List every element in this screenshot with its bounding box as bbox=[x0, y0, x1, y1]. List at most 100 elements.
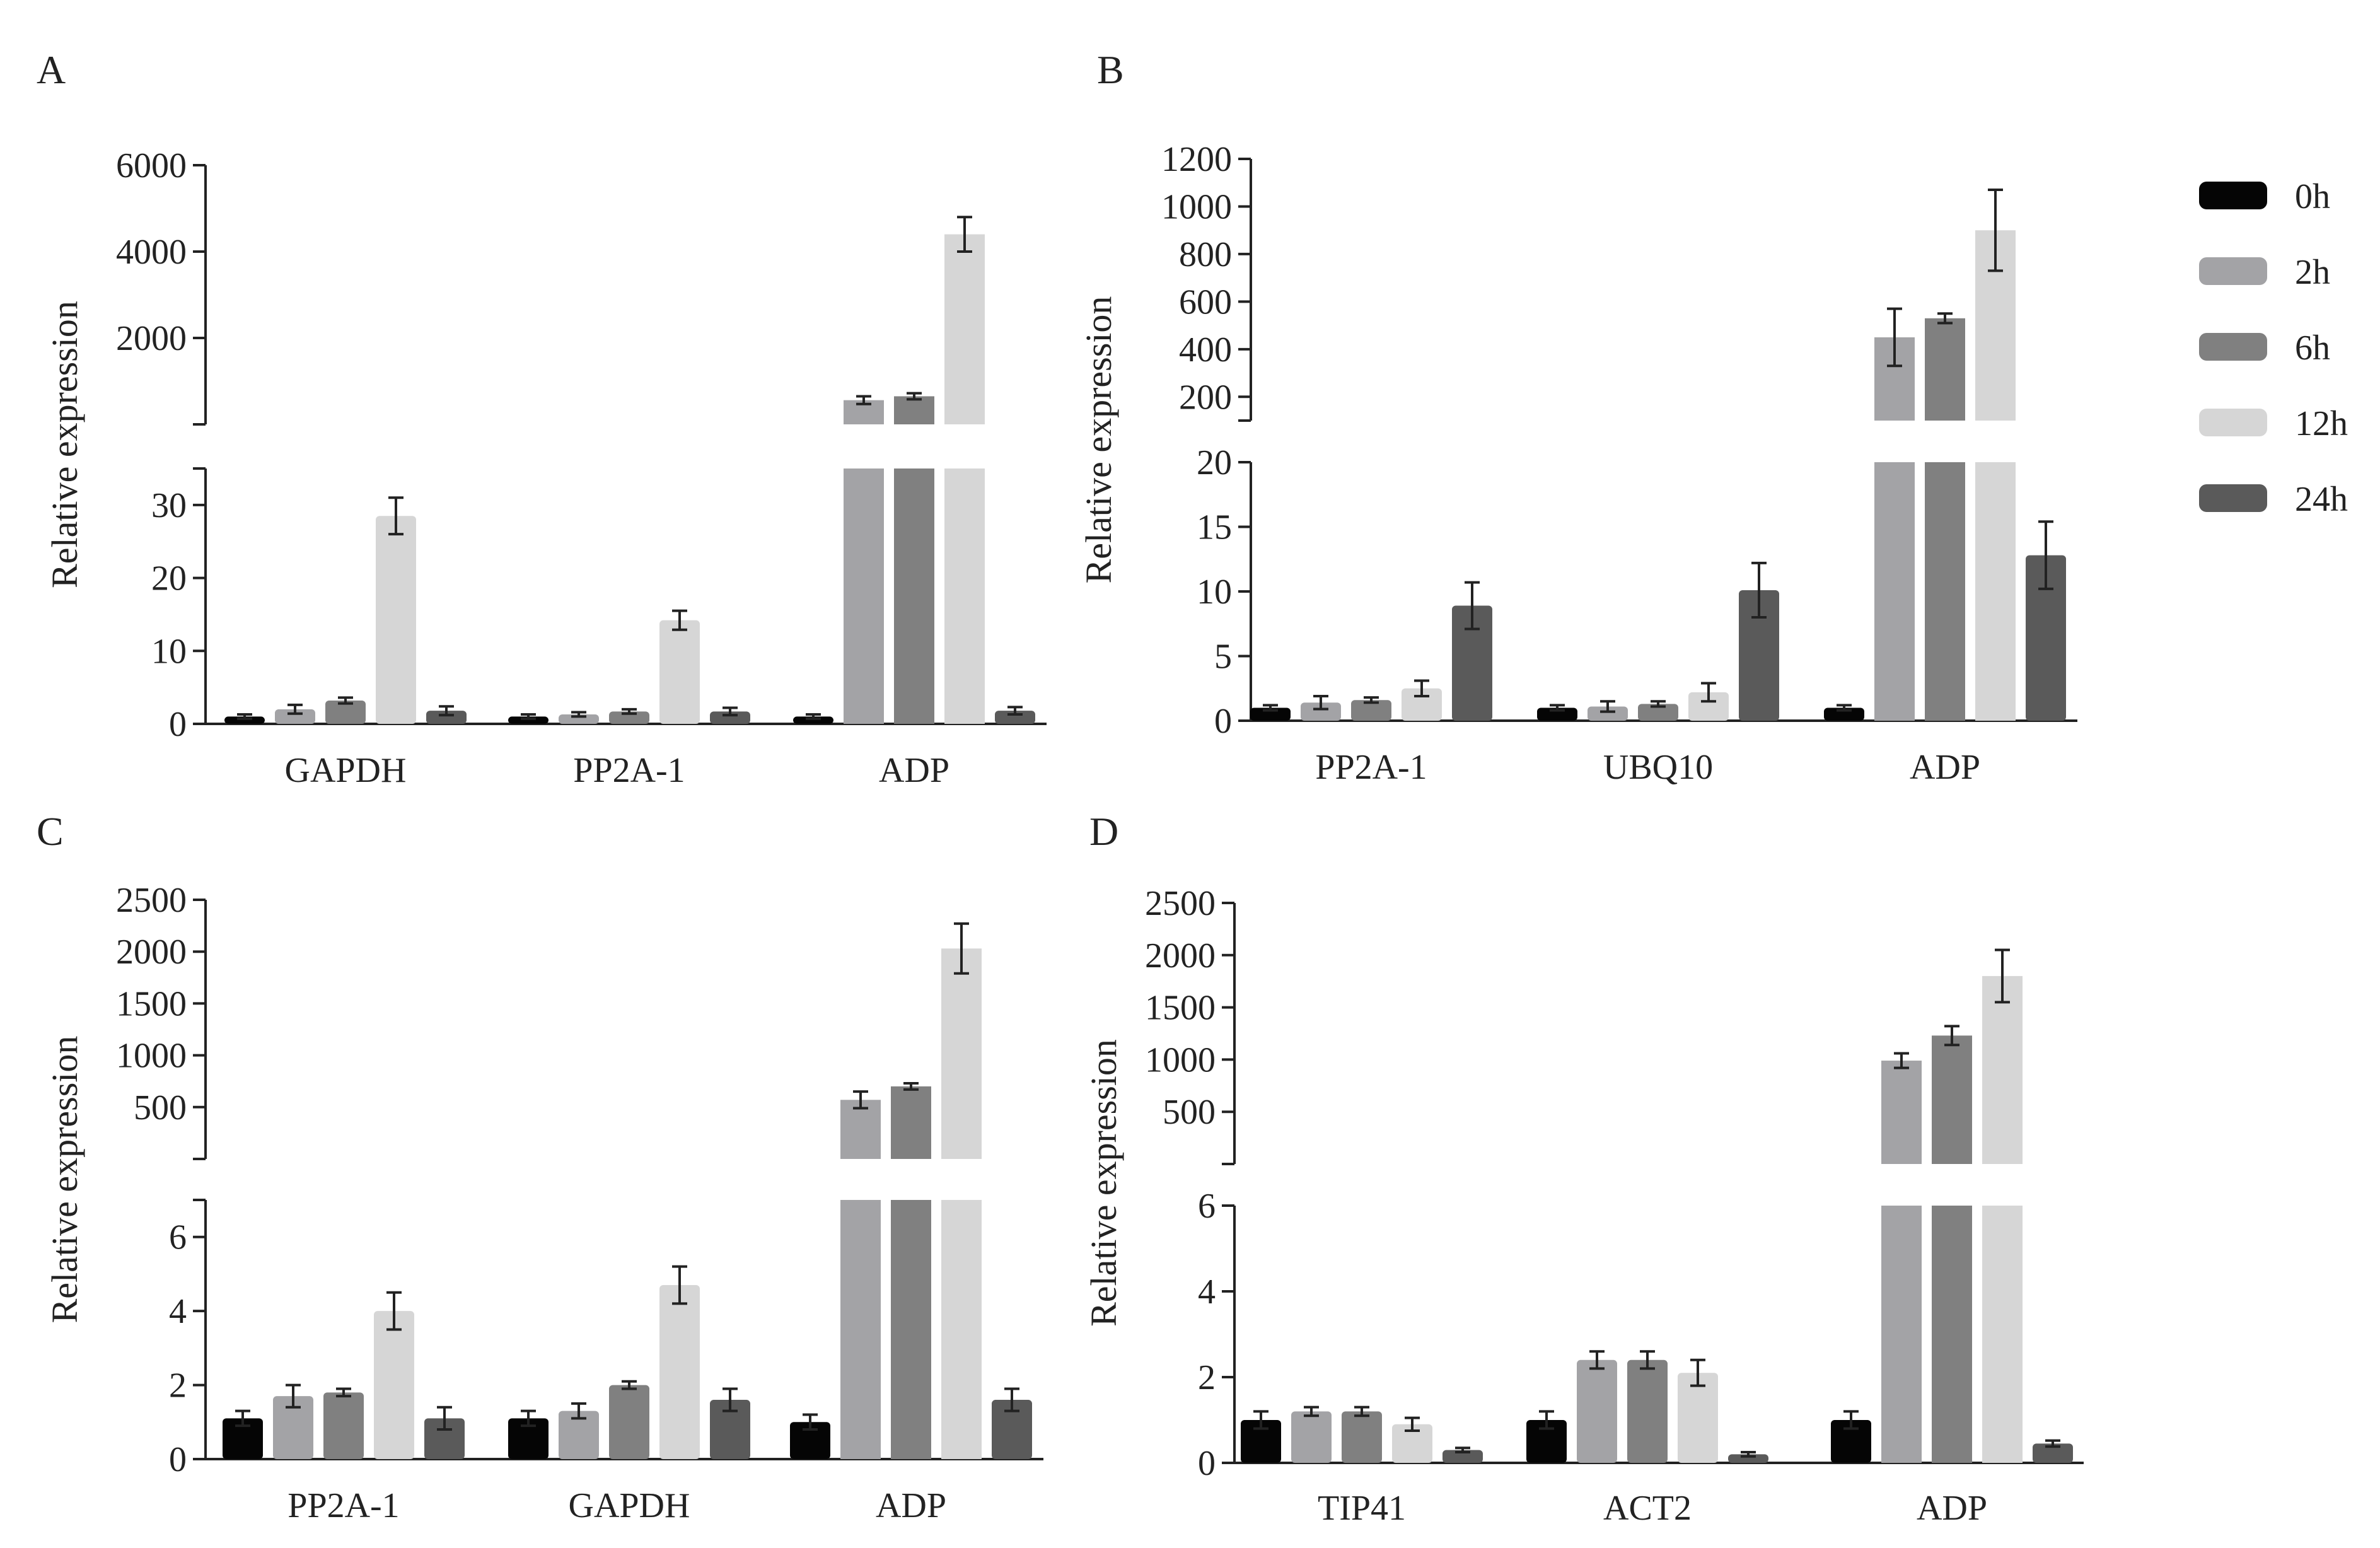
legend: 0h 2h 6h 12h 24h bbox=[2199, 177, 2348, 519]
bar-upper-segment bbox=[1925, 318, 1965, 421]
bar bbox=[559, 1411, 599, 1459]
bar bbox=[1688, 692, 1729, 721]
x-category-label: PP2A-1 bbox=[287, 1486, 399, 1525]
y-tick-label: 2500 bbox=[1145, 884, 1216, 923]
bar bbox=[1250, 707, 1291, 721]
bar bbox=[1392, 1424, 1432, 1463]
bar bbox=[325, 700, 366, 724]
x-category-label: GAPDH bbox=[569, 1486, 690, 1525]
y-tick-label: 2000 bbox=[1145, 936, 1216, 975]
bar-lower-segment bbox=[1881, 1206, 1922, 1463]
panel-letter: B bbox=[1097, 47, 1124, 92]
y-tick-label: 10 bbox=[151, 632, 187, 671]
bar bbox=[1342, 1411, 1382, 1463]
legend-label: 12h bbox=[2295, 404, 2348, 443]
bar bbox=[1526, 1420, 1567, 1463]
y-axis-title: Relative expression bbox=[44, 1036, 85, 1324]
bar bbox=[992, 1400, 1032, 1459]
bar bbox=[1537, 707, 1577, 721]
legend-label: 24h bbox=[2295, 480, 2348, 519]
y-tick-label: 4000 bbox=[116, 233, 187, 272]
x-category-label: PP2A-1 bbox=[573, 751, 685, 790]
legend-item: 0h bbox=[2199, 177, 2330, 216]
bar-upper-segment bbox=[1881, 1061, 1922, 1164]
x-category-label: UBQ10 bbox=[1603, 748, 1713, 787]
bar bbox=[1588, 706, 1628, 721]
bar bbox=[710, 1400, 750, 1459]
bar bbox=[1577, 1359, 1617, 1463]
bar bbox=[2026, 555, 2066, 721]
y-tick-label: 2 bbox=[169, 1366, 187, 1405]
x-category-label: ADP bbox=[879, 751, 949, 790]
bar-lower-segment bbox=[844, 468, 884, 724]
y-tick-label: 1000 bbox=[116, 1037, 187, 1076]
bar-lower-segment bbox=[1975, 462, 2016, 721]
y-axis-title: Relative expression bbox=[44, 301, 85, 588]
chart-panel-d: D 0 2 4 6 500 1000 1500 2000 2500 Relative express… bbox=[1083, 809, 2084, 1528]
bar bbox=[1351, 700, 1391, 721]
legend-swatch bbox=[2199, 409, 2267, 436]
y-tick-label: 500 bbox=[1163, 1093, 1216, 1132]
bar-upper-segment bbox=[891, 1086, 931, 1159]
x-category-label: ADP bbox=[1917, 1489, 1987, 1528]
bar bbox=[793, 716, 833, 724]
x-category-label: TIP41 bbox=[1318, 1489, 1406, 1528]
chart-panel-c: C 0 2 4 6 500 1000 1500 2000 2500 Relative express… bbox=[37, 809, 1043, 1525]
y-tick-label: 6 bbox=[169, 1218, 187, 1257]
y-tick-label: 1200 bbox=[1161, 140, 1232, 179]
y-tick-label: 10 bbox=[1197, 573, 1232, 612]
bar-lower-segment bbox=[1925, 462, 1965, 721]
bar-lower-segment bbox=[1874, 462, 1915, 721]
bar-lower-segment bbox=[891, 1200, 931, 1459]
y-axis-title: Relative expression bbox=[1078, 296, 1119, 584]
bar-upper-segment bbox=[840, 1100, 881, 1159]
y-tick-label: 600 bbox=[1179, 282, 1232, 322]
y-tick-label: 20 bbox=[151, 559, 187, 598]
y-tick-label: 1500 bbox=[116, 984, 187, 1023]
y-tick-label: 30 bbox=[151, 486, 187, 525]
y-tick-label: 2500 bbox=[116, 881, 187, 920]
bar-upper-segment bbox=[894, 396, 934, 424]
bar-lower-segment bbox=[941, 1200, 982, 1459]
bar-upper-segment bbox=[941, 948, 982, 1159]
legend-swatch bbox=[2199, 333, 2267, 361]
bar bbox=[1739, 590, 1779, 721]
bar bbox=[275, 709, 315, 724]
bar bbox=[1452, 605, 1492, 721]
y-tick-label: 1500 bbox=[1145, 989, 1216, 1028]
y-tick-label: 20 bbox=[1197, 443, 1232, 482]
bar bbox=[508, 716, 549, 724]
bar bbox=[710, 711, 750, 724]
y-axis-title: Relative expression bbox=[1083, 1039, 1124, 1327]
panel-letter: D bbox=[1089, 809, 1118, 854]
bar bbox=[1678, 1373, 1718, 1463]
bar bbox=[1241, 1420, 1281, 1463]
bar-upper-segment bbox=[1982, 975, 2023, 1164]
y-tick-label: 500 bbox=[134, 1088, 187, 1127]
bar-lower-segment bbox=[1982, 1206, 2023, 1463]
legend-item: 6h bbox=[2199, 329, 2330, 368]
y-tick-label: 0 bbox=[169, 1440, 187, 1479]
bar bbox=[323, 1392, 364, 1459]
y-tick-label: 15 bbox=[1197, 508, 1232, 547]
bar bbox=[609, 1385, 649, 1459]
y-tick-label: 1000 bbox=[1145, 1040, 1216, 1080]
bar bbox=[659, 1285, 700, 1459]
y-tick-label: 2000 bbox=[116, 319, 187, 358]
panel-letter: A bbox=[37, 47, 66, 92]
chart-panel-a: A 0 10 20 30 2000 4000 6000 Relative expression G… bbox=[37, 47, 1047, 790]
y-tick-label: 2000 bbox=[116, 933, 187, 972]
bar bbox=[1443, 1450, 1483, 1463]
bar bbox=[1301, 702, 1341, 721]
bar bbox=[508, 1418, 549, 1459]
bar bbox=[1627, 1359, 1668, 1463]
x-category-label: ACT2 bbox=[1603, 1489, 1692, 1528]
bar bbox=[1402, 688, 1442, 721]
bar bbox=[374, 1311, 414, 1459]
legend-label: 2h bbox=[2295, 253, 2330, 292]
bar bbox=[609, 711, 649, 724]
y-tick-label: 800 bbox=[1179, 235, 1232, 274]
y-tick-label: 6 bbox=[1198, 1187, 1216, 1226]
y-tick-label: 0 bbox=[169, 705, 187, 744]
